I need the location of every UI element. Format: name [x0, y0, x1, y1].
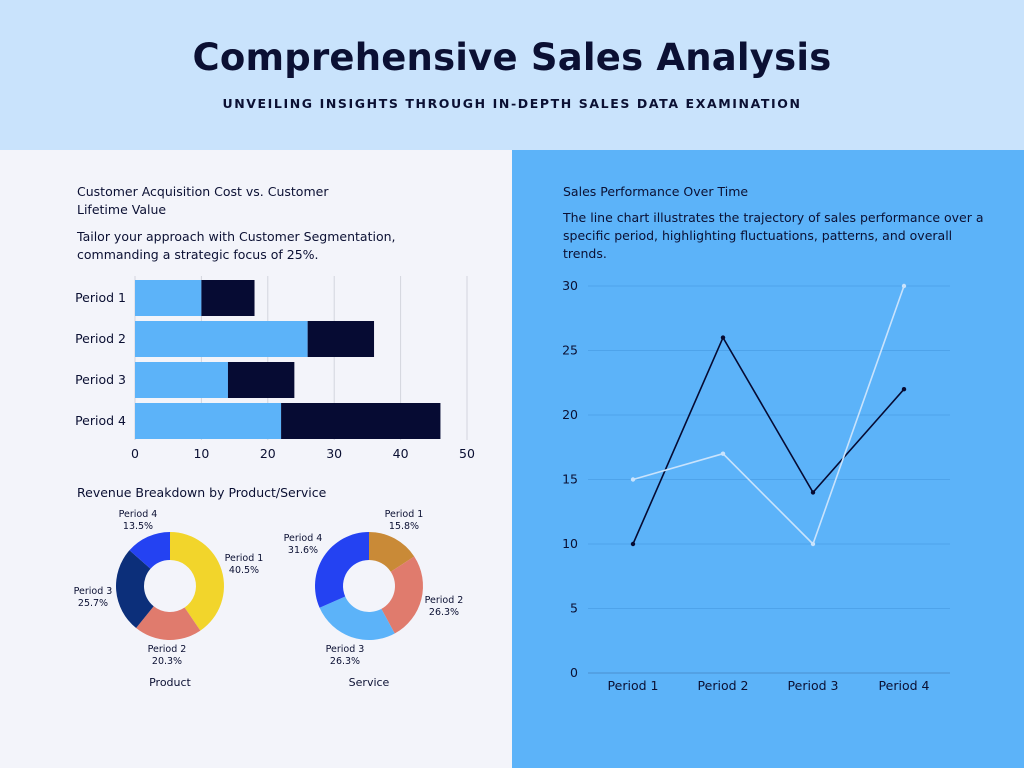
slice-label: Period 3	[326, 644, 365, 655]
y-tick-label: 0	[570, 665, 578, 680]
slice-label: Period 2	[425, 595, 464, 606]
y-tick-label: 15	[562, 472, 578, 487]
slice-value-label: 26.3%	[330, 656, 360, 667]
slice-value-label: 25.7%	[78, 598, 108, 609]
bar-chart-title: Customer Acquisition Cost vs. Customer L…	[77, 184, 329, 217]
y-category-label: Period 1	[75, 290, 126, 305]
page-title: Comprehensive Sales Analysis	[192, 36, 832, 79]
x-tick-label: 10	[193, 446, 209, 461]
y-tick-label: 10	[562, 536, 578, 551]
x-category-label: Period 4	[879, 678, 930, 693]
y-category-label: Period 2	[75, 331, 126, 346]
left-panel: Customer Acquisition Cost vs. Customer L…	[0, 150, 512, 768]
line-point	[901, 283, 907, 289]
y-tick-label: 25	[562, 343, 578, 358]
slice-label: Period 2	[148, 644, 187, 655]
bar-segment-2	[227, 362, 295, 398]
y-category-label: Period 4	[75, 413, 126, 428]
line-chart-description: The line chart illustrates the trajector…	[563, 210, 984, 261]
x-category-label: Period 2	[698, 678, 749, 693]
x-tick-label: 30	[326, 446, 342, 461]
bar-segment-1	[135, 403, 282, 439]
line-point	[720, 451, 726, 456]
slice-value-label: 40.5%	[229, 565, 259, 576]
bar-segment-1	[135, 321, 308, 357]
line-chart-title: Sales Performance Over Time	[563, 184, 749, 199]
pie-slice	[381, 556, 423, 634]
pie-slice	[319, 596, 395, 640]
line-point	[810, 541, 816, 547]
pie-chart-label: Service	[349, 676, 390, 689]
line-point	[901, 387, 907, 392]
x-tick-label: 50	[459, 446, 475, 461]
bar-segment-2	[281, 403, 441, 439]
line-chart: 0 5 10 15 20 25 30 Period 1 Period 2 Period 3 Peri…	[562, 278, 950, 693]
x-tick-label: 40	[393, 446, 409, 461]
y-tick-label: 5	[570, 601, 578, 616]
line-series-1	[632, 335, 905, 545]
pie-slice	[170, 532, 225, 631]
slice-label: Period 1	[225, 553, 264, 564]
slice-value-label: 20.3%	[152, 656, 182, 667]
slice-value-label: 31.6%	[288, 545, 318, 556]
pie-slice	[369, 532, 415, 572]
bar-segment-1	[135, 280, 202, 316]
line-series-2	[632, 285, 905, 546]
pie-chart-label: Product	[149, 676, 191, 689]
slice-label: Period 3	[74, 586, 113, 597]
header-banner: Comprehensive Sales Analysis UNVEILING I…	[0, 0, 1024, 150]
bar-segment-2	[201, 280, 255, 316]
y-tick-label: 20	[562, 407, 578, 422]
pie-slice	[116, 550, 154, 629]
pie-charts: Period 140.5%Period 220.3%Period 325.7%P…	[74, 509, 464, 689]
bar-chart-description: Tailor your approach with Customer Segme…	[77, 229, 396, 262]
y-category-label: Period 3	[75, 372, 126, 387]
pie-slice	[129, 532, 170, 569]
slice-label: Period 1	[385, 509, 424, 520]
page-subtitle: UNVEILING INSIGHTS THROUGH IN-DEPTH SALE…	[222, 96, 802, 111]
x-tick-label: 0	[131, 446, 139, 461]
x-tick-label: 20	[260, 446, 276, 461]
bar-segment-2	[307, 321, 375, 357]
x-category-label: Period 1	[608, 678, 659, 693]
line-point	[630, 477, 636, 482]
slice-value-label: 15.8%	[389, 521, 419, 532]
line-point	[720, 335, 726, 340]
bar-segment-1	[135, 362, 228, 398]
x-category-label: Period 3	[788, 678, 839, 693]
slice-value-label: 13.5%	[123, 521, 153, 532]
y-tick-label: 30	[562, 278, 578, 293]
line-point	[630, 541, 636, 547]
pie-slice	[314, 532, 369, 608]
pie-slice	[136, 606, 201, 640]
slice-label: Period 4	[119, 509, 158, 520]
slice-label: Period 4	[284, 533, 323, 544]
bar-chart: 0 10 20 30 40 50 Period 1 Period 2 Period 3 Perio…	[75, 276, 475, 461]
right-panel: Sales Performance Over Time The line cha…	[512, 150, 1024, 768]
line-point	[810, 490, 816, 495]
slice-value-label: 26.3%	[429, 607, 459, 618]
pie-section-title: Revenue Breakdown by Product/Service	[77, 485, 327, 500]
